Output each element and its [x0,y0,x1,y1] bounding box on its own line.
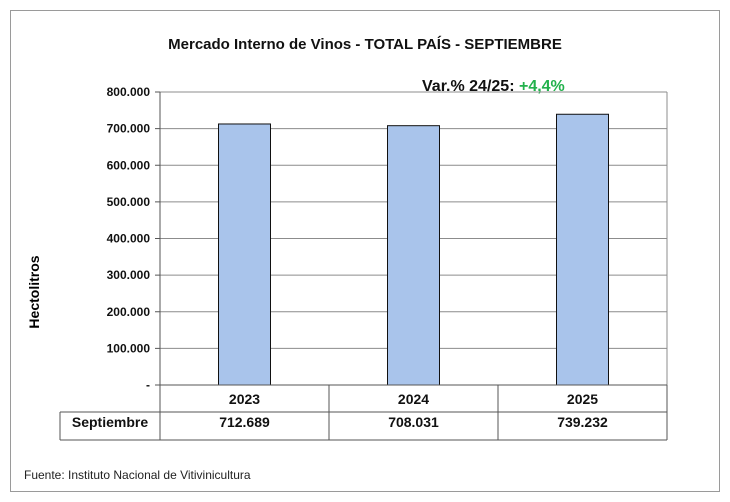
y-tick-label: 400.000 [107,232,151,246]
y-tick-label: 600.000 [107,158,151,172]
data-label: 708.031 [388,414,439,430]
variation-annotation: Var.% 24/25: +4,4% [422,78,565,96]
bar-2024 [387,125,440,386]
source-note: Fuente: Instituto Nacional de Vitivinicu… [24,468,251,482]
x-tick-label: 2023 [229,391,260,407]
bar-2023 [218,123,271,386]
data-label: 739.232 [557,414,608,430]
y-tick-label: 100.000 [107,341,151,355]
variation-label: Var.% 24/25: [422,78,515,95]
legend-entry: Septiembre [72,414,148,430]
variation-value: +4,4% [518,78,565,95]
y-tick-label: 800.000 [107,85,151,99]
y-tick-label: 500.000 [107,195,151,209]
bar-2025 [556,113,609,386]
chart-title: Mercado Interno de Vinos - TOTAL PAÍS - … [168,36,562,53]
y-tick-label: 200.000 [107,305,151,319]
x-tick-label: 2025 [567,391,598,407]
y-tick-label: 300.000 [107,268,151,282]
y-tick-label: - [146,378,150,392]
y-tick-label: 700.000 [107,122,151,136]
x-tick-label: 2024 [398,391,429,407]
data-label: 712.689 [219,414,270,430]
